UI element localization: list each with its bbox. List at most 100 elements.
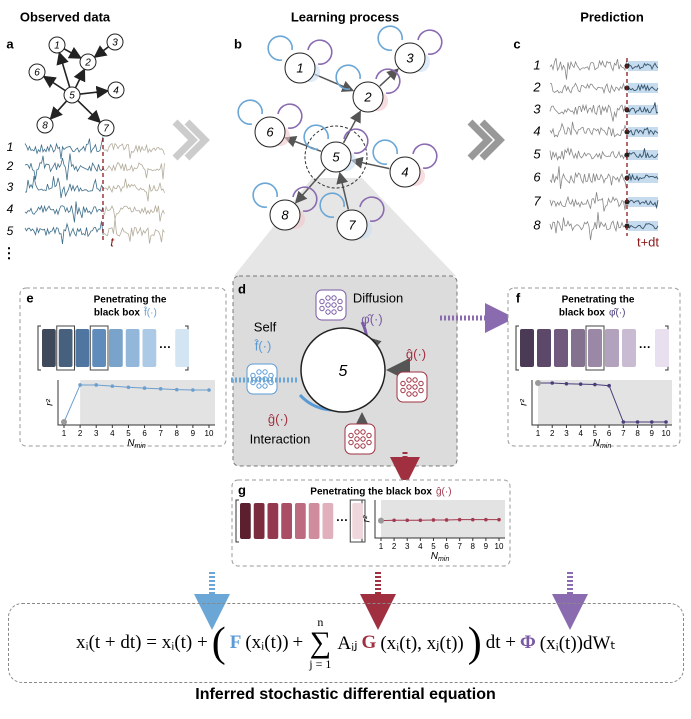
data-point xyxy=(418,518,423,523)
x-tick-label: 2 xyxy=(392,542,397,551)
data-point xyxy=(535,380,541,386)
signal xyxy=(549,57,627,80)
eq-paren: ) xyxy=(467,620,482,666)
nn-unit xyxy=(354,436,360,442)
data-point xyxy=(457,517,462,522)
series-label: 5 xyxy=(7,224,14,238)
self-label: Self xyxy=(254,319,277,334)
data-point xyxy=(578,382,583,386)
x-tick-label: 2 xyxy=(78,429,83,438)
panel-title: Penetrating the xyxy=(94,295,167,306)
axes xyxy=(531,380,672,426)
signal xyxy=(549,192,627,212)
nn-unit xyxy=(325,302,331,308)
sum-bottom: j = 1 xyxy=(309,657,332,671)
series-label: 5 xyxy=(533,146,541,161)
x-tick-label: 3 xyxy=(564,429,569,438)
y-axis-label: r² xyxy=(362,515,373,522)
feature-bar xyxy=(125,329,140,367)
eq-dt: dt + xyxy=(485,632,517,653)
diffusion-loop xyxy=(307,39,333,65)
node xyxy=(28,63,46,81)
f-label: f̂(·) xyxy=(253,338,271,353)
panel-title: Penetrating the xyxy=(562,295,635,306)
focus-ring xyxy=(304,125,368,189)
signal xyxy=(102,142,165,159)
self-loop xyxy=(303,124,329,150)
edge xyxy=(342,110,361,144)
node-label: 5 xyxy=(332,149,340,164)
node-label: 5 xyxy=(339,363,348,380)
nn-unit xyxy=(319,298,325,305)
interaction-label: Interaction xyxy=(250,431,311,446)
signal xyxy=(102,178,165,202)
series-label: 8 xyxy=(533,217,541,232)
feature-bar xyxy=(253,503,265,539)
x-tick-label: 5 xyxy=(593,429,598,438)
nn-unit xyxy=(325,309,331,315)
x-tick-label: 1 xyxy=(62,429,67,438)
feature-bar xyxy=(175,329,189,367)
data-point xyxy=(470,517,475,522)
feature-bar xyxy=(588,329,602,367)
signal xyxy=(549,121,627,138)
data-point xyxy=(621,420,626,424)
ellipsis: ··· xyxy=(639,340,651,354)
panel-func: φ̂(·) xyxy=(609,307,625,319)
node xyxy=(389,156,421,188)
feature-bar xyxy=(605,329,619,367)
node-label: 6 xyxy=(266,124,274,139)
self-loop xyxy=(319,192,345,218)
data-point xyxy=(444,518,449,522)
x-tick-label: 1 xyxy=(536,429,541,438)
panel-letter: b xyxy=(234,36,242,51)
signal xyxy=(549,103,627,122)
nn-unit xyxy=(348,439,354,446)
series-label: 3 xyxy=(533,101,541,116)
data-point xyxy=(664,420,668,424)
panel-letter: c xyxy=(513,36,520,51)
panel-title: Penetrating the black box xyxy=(310,487,432,498)
signal xyxy=(549,146,627,161)
highlight xyxy=(349,499,366,543)
x-label-sub: min xyxy=(600,443,611,450)
panel-letter: e xyxy=(26,290,33,305)
x-tick-label: 3 xyxy=(94,429,99,438)
node-label: 8 xyxy=(281,207,289,222)
highlight xyxy=(89,325,109,371)
nn-unit xyxy=(262,383,268,389)
feature-bar xyxy=(42,329,56,367)
nn-unit xyxy=(331,295,337,301)
data-point xyxy=(94,383,99,387)
panel-letter: g xyxy=(238,482,246,497)
data-point xyxy=(649,420,654,424)
self-loop xyxy=(237,99,263,125)
nn-unit xyxy=(360,429,366,435)
x-tick-label: 10 xyxy=(205,429,214,438)
edge xyxy=(294,168,326,204)
diffusion-loop xyxy=(277,103,303,129)
feature-bar xyxy=(554,329,568,367)
feature-bar xyxy=(655,329,669,367)
data-point xyxy=(158,387,163,391)
node xyxy=(352,81,384,113)
node-label: 4 xyxy=(401,164,408,179)
eq-g-arg: (xᵢ(t), xⱼ(t)) xyxy=(380,632,464,654)
node-label: 3 xyxy=(406,50,414,65)
edge xyxy=(93,45,110,58)
signal xyxy=(627,223,659,230)
signal xyxy=(24,136,104,160)
series-label: 2 xyxy=(532,79,541,94)
shade xyxy=(80,380,215,425)
signal xyxy=(627,83,659,92)
diffusion-loop xyxy=(412,143,438,169)
nn-unit xyxy=(406,384,412,390)
series-label: 1 xyxy=(533,57,540,72)
x-tick-label: 5 xyxy=(126,429,131,438)
node xyxy=(336,209,368,241)
signal xyxy=(102,205,165,222)
node-label: 3 xyxy=(112,38,118,49)
self-loop xyxy=(377,25,403,51)
signal xyxy=(627,148,659,159)
